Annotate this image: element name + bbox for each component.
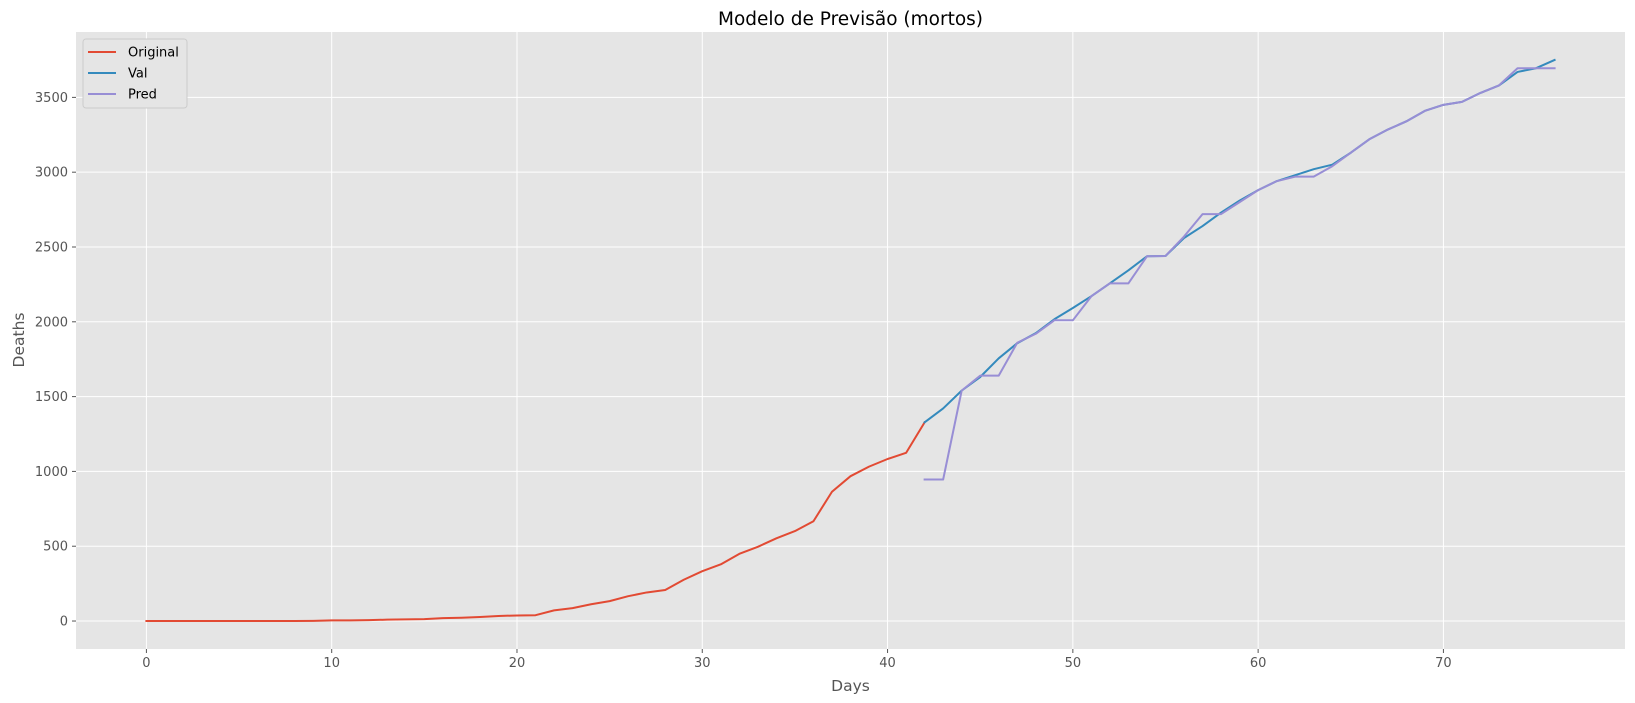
y-tick-label: 500 (43, 540, 68, 555)
x-tick-label: 10 (323, 656, 340, 671)
y-tick-label: 2000 (35, 315, 68, 330)
y-tick-label: 3500 (35, 91, 68, 106)
grid (76, 32, 1625, 649)
x-tick-label: 30 (694, 656, 711, 671)
x-tick-label: 70 (1435, 656, 1452, 671)
series-line-original (145, 420, 926, 623)
x-tick-label: 20 (509, 656, 526, 671)
legend-label-original: Original (128, 46, 179, 61)
legend: Original Val Pred (82, 38, 188, 109)
series-line-pred (923, 67, 1556, 481)
plot-area (76, 32, 1625, 649)
y-tick-label: 1500 (35, 390, 68, 405)
x-tick-label: 40 (879, 656, 896, 671)
x-tick-label: 60 (1250, 656, 1267, 671)
legend-label-val: Val (128, 67, 147, 82)
y-tick-label: 0 (60, 615, 68, 630)
x-tick-label: 50 (1065, 656, 1082, 671)
x-axis-label: Days (831, 677, 870, 695)
y-tick-label: 1000 (35, 465, 68, 480)
x-axis-ticks: 0 10 20 30 40 50 60 70 (142, 649, 1452, 671)
series-lines (145, 58, 1556, 623)
x-tick-label: 0 (142, 656, 150, 671)
y-tick-label: 2500 (35, 240, 68, 255)
chart-title: Modelo de Previsão (mortos) (718, 9, 983, 30)
y-axis-ticks: 0 500 1000 1500 2000 2500 3000 3500 (35, 91, 76, 630)
y-axis-label: Deaths (10, 313, 28, 368)
y-tick-label: 3000 (35, 166, 68, 181)
legend-box (82, 38, 188, 109)
legend-label-pred: Pred (128, 88, 157, 103)
